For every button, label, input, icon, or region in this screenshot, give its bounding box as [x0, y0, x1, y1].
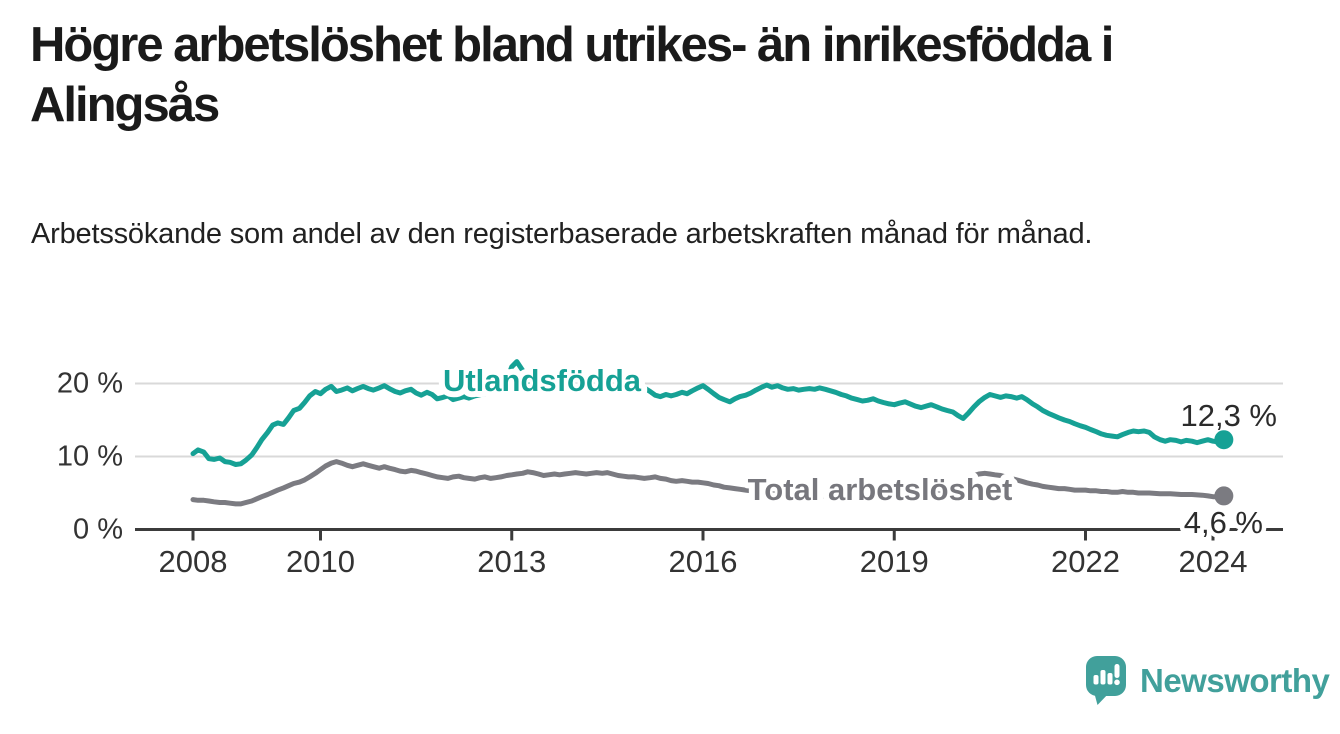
- x-tick-label-2022: 2022: [1051, 544, 1120, 579]
- x-tick-label-2019: 2019: [860, 544, 929, 579]
- y-tick-label-20: 20 %: [57, 368, 123, 400]
- series-label-total-arbetsloshet: Total arbetslöshet: [748, 472, 1013, 507]
- page-title: Högre arbetslöshet bland utrikes- än inr…: [30, 18, 1114, 132]
- y-tick-label-10: 10 %: [57, 441, 123, 473]
- unemployment-line-chart: 0 % 10 % 20 % 2008 2010 2013 2016 2019 2022 2024 U…: [57, 357, 1283, 579]
- newsworthy-logo: Newsworthy: [1085, 655, 1330, 707]
- newsworthy-speech-bubble-icon: [1086, 656, 1126, 705]
- series-label-utlandsfodda: Utlandsfödda: [443, 363, 642, 398]
- y-tick-label-0: 0 %: [73, 514, 123, 546]
- x-tick-label-2013: 2013: [477, 544, 546, 579]
- x-tick-label-2010: 2010: [286, 544, 355, 579]
- end-value-label-total: 4,6 %: [1184, 505, 1263, 540]
- end-value-label-utlandsfodda: 12,3 %: [1180, 398, 1277, 433]
- x-tick-label-2016: 2016: [669, 544, 738, 579]
- x-tick-label-2008: 2008: [159, 544, 228, 579]
- x-tick-label-2024: 2024: [1179, 544, 1248, 579]
- end-dot-total-arbetsloshet: [1214, 486, 1234, 506]
- newsworthy-wordmark: Newsworthy: [1140, 662, 1330, 699]
- chart-subtitle: Arbetssökande som andel av den registerb…: [31, 218, 1093, 250]
- series-line-total-arbetsloshet: [190, 459, 1227, 507]
- series-line-utlandsfodda: [190, 359, 1227, 467]
- end-dot-utlandsfodda: [1214, 430, 1234, 450]
